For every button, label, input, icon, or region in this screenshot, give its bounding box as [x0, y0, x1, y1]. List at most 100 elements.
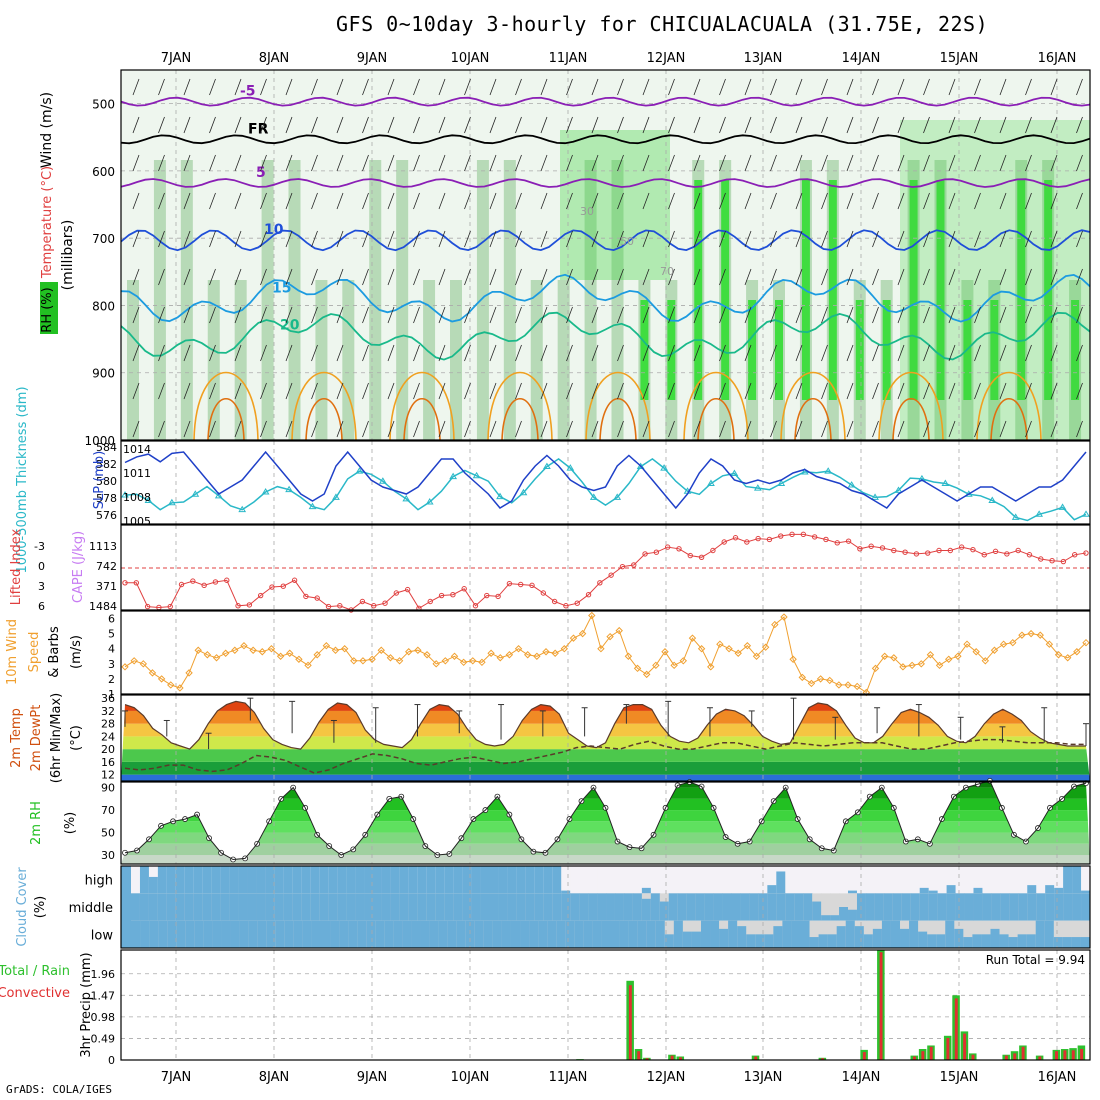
cloud-cell-low — [972, 934, 982, 948]
precip-bar-convective — [628, 985, 632, 1060]
wind-barb — [311, 268, 318, 286]
cloud-cell-low — [999, 934, 1010, 948]
wind-barb — [464, 192, 471, 210]
contour-30 — [207, 397, 245, 441]
wind-barb — [1025, 116, 1032, 134]
wind-barb — [413, 382, 420, 400]
cloud-cell-low — [1026, 934, 1037, 948]
wind-barb — [260, 344, 267, 362]
wind-barb — [872, 420, 879, 438]
wind-barb — [872, 78, 879, 96]
cloud-cell-middle — [1018, 893, 1028, 921]
cloud-cell-middle — [552, 893, 562, 921]
lifted-index-point — [201, 582, 207, 589]
rh-column-moist — [640, 300, 649, 400]
wind-frame — [120, 610, 1091, 695]
rh-column — [584, 160, 597, 440]
wind-barb — [387, 230, 395, 248]
cloud-cell-bg — [758, 866, 768, 894]
precip-bar-convective — [946, 1038, 950, 1060]
wind-barb — [234, 230, 242, 248]
wind-barb — [311, 192, 318, 210]
cloud-cell-low — [248, 920, 259, 948]
series-thickness-dm- — [124, 457, 1087, 522]
thickness-marker — [636, 462, 645, 470]
wind-barb — [770, 78, 777, 96]
rh-column-moist — [721, 180, 730, 400]
day-label-top-15JAN: 15JAN — [940, 51, 979, 66]
wind-barb — [999, 192, 1007, 210]
wind-barb — [1076, 192, 1083, 210]
cloud-cell-low — [764, 934, 774, 948]
wind-barb — [617, 154, 624, 172]
wind-speed-point — [743, 642, 752, 650]
cloud-cell-bg — [865, 866, 876, 894]
day-label-top-12JAN: 12JAN — [647, 51, 686, 66]
wind-barb — [821, 344, 828, 362]
wind-barb — [897, 420, 905, 438]
wind-barb — [897, 192, 905, 210]
cloud-cell-middle — [695, 893, 706, 921]
wind-speed-point — [908, 661, 916, 670]
rh-band-2 — [121, 832, 1090, 844]
cloud-cell-bg — [597, 866, 607, 894]
thickness-marker — [1058, 503, 1067, 510]
wind-barb — [489, 192, 497, 210]
cloud-cell-low — [393, 920, 403, 948]
wind-barb — [795, 268, 803, 286]
cloud-cell-middle — [444, 893, 455, 921]
cloud-cell-high — [507, 866, 517, 894]
cloud-cell-middle — [731, 893, 741, 921]
cloud-cell-bg — [668, 866, 679, 894]
wind-barb — [311, 230, 318, 248]
wind-speed-point — [890, 654, 898, 662]
wind-barb — [566, 382, 573, 400]
lifted-index-point — [257, 592, 264, 599]
precip-bar-convective — [1013, 1053, 1017, 1060]
wind-barb — [132, 306, 140, 324]
wind-speed-point — [578, 629, 587, 638]
wind-speed-point — [514, 645, 523, 653]
wind-barb — [158, 230, 165, 248]
cloud-cell-middle — [856, 893, 867, 921]
cloud-cell-high — [1072, 866, 1082, 894]
thickness-marker — [449, 472, 458, 480]
contour-30 — [403, 397, 441, 441]
cloud-cell-middle — [1036, 893, 1046, 921]
wind-speed-point — [340, 645, 349, 653]
ylabel-lifted-index: Lifted Index — [9, 528, 24, 605]
wind-barb — [209, 116, 216, 134]
wind-barb — [387, 344, 395, 362]
wind-speed-point — [661, 648, 669, 656]
wind-barb — [183, 344, 191, 362]
thickness-marker — [988, 496, 997, 503]
contour-25 — [585, 371, 651, 441]
wind-barb — [132, 268, 140, 286]
wind-barb — [668, 230, 675, 248]
precip-bar-convective — [1071, 1050, 1075, 1060]
wind-barb — [668, 154, 675, 172]
wind-barb — [719, 306, 726, 324]
cloud-cell-middle — [641, 898, 652, 921]
wind-barb — [362, 344, 369, 362]
thickness-marker — [472, 471, 481, 479]
wind-barb — [540, 420, 548, 438]
wind-barb — [719, 154, 726, 172]
precip-bar-convective — [921, 1051, 925, 1060]
wind-barb — [311, 116, 318, 134]
cloud-cell-high — [1054, 887, 1064, 894]
thickness-marker — [777, 479, 786, 486]
cloud-cell-low — [167, 920, 177, 948]
wind-speed-point — [633, 664, 642, 673]
wind-speed-point — [560, 645, 569, 653]
wind-barb — [923, 382, 930, 400]
thickness-marker — [824, 467, 833, 474]
rh-column — [180, 160, 193, 440]
wind-barb — [311, 344, 318, 362]
cloud-cell-high — [1081, 890, 1091, 894]
cloud-cell-high — [310, 866, 320, 894]
wind-barb — [336, 192, 344, 210]
wind-barb — [1025, 268, 1032, 286]
cloud-cell-bg — [830, 866, 840, 894]
wind-speed-point — [1036, 631, 1044, 639]
